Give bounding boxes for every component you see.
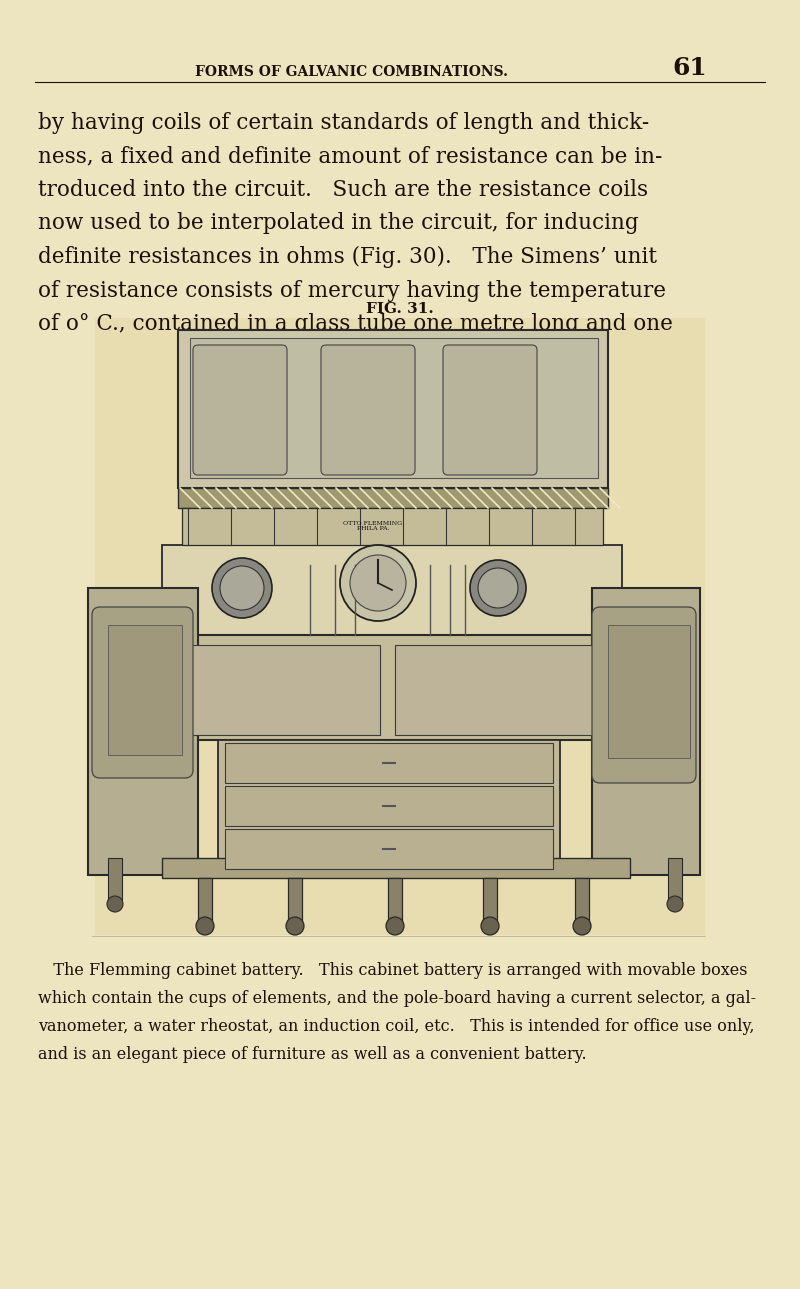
Bar <box>218 740 560 875</box>
Text: troduced into the circuit.   Such are the resistance coils: troduced into the circuit. Such are the … <box>38 179 648 201</box>
FancyBboxPatch shape <box>443 345 537 476</box>
Circle shape <box>340 545 416 621</box>
Text: The Flemming cabinet battery.   This cabinet battery is arranged with movable bo: The Flemming cabinet battery. This cabin… <box>38 962 747 980</box>
Text: by having coils of certain standards of length and thick-: by having coils of certain standards of … <box>38 112 650 134</box>
Circle shape <box>220 566 264 610</box>
FancyBboxPatch shape <box>193 345 287 476</box>
Bar <box>592 588 700 875</box>
Text: 61: 61 <box>672 55 706 80</box>
Text: OTTO FLEMMING
PHILA PA.: OTTO FLEMMING PHILA PA. <box>343 521 402 531</box>
Bar <box>178 489 608 508</box>
Circle shape <box>481 916 499 935</box>
Text: now used to be interpolated in the circuit, for inducing: now used to be interpolated in the circu… <box>38 213 638 235</box>
Circle shape <box>196 916 214 935</box>
FancyBboxPatch shape <box>92 607 193 779</box>
Text: ness, a fixed and definite amount of resistance can be in-: ness, a fixed and definite amount of res… <box>38 146 662 168</box>
Circle shape <box>470 559 526 616</box>
Bar <box>108 625 182 755</box>
Text: FIG. 31.: FIG. 31. <box>366 302 434 316</box>
Text: of resistance consists of mercury having the temperature: of resistance consists of mercury having… <box>38 280 666 302</box>
Circle shape <box>286 916 304 935</box>
Text: of o° C., contained in a glass tube one metre long and one: of o° C., contained in a glass tube one … <box>38 313 673 335</box>
Circle shape <box>386 916 404 935</box>
Bar <box>225 786 553 826</box>
Text: definite resistances in ohms (Fig. 30).   The Simens’ unit: definite resistances in ohms (Fig. 30). … <box>38 246 657 268</box>
Bar <box>225 742 553 782</box>
FancyBboxPatch shape <box>321 345 415 476</box>
Bar <box>178 330 608 489</box>
Circle shape <box>350 556 406 611</box>
Circle shape <box>107 896 123 913</box>
Bar <box>162 858 630 878</box>
Text: which contain the cups of elements, and the pole-board having a current selector: which contain the cups of elements, and … <box>38 990 756 1007</box>
Circle shape <box>573 916 591 935</box>
Circle shape <box>667 896 683 913</box>
Text: FORMS OF GALVANIC COMBINATIONS.: FORMS OF GALVANIC COMBINATIONS. <box>195 64 508 79</box>
Bar <box>158 635 628 740</box>
Text: and is an elegant piece of furniture as well as a convenient battery.: and is an elegant piece of furniture as … <box>38 1045 586 1063</box>
Circle shape <box>212 558 272 617</box>
Bar <box>108 858 122 900</box>
Bar <box>175 644 380 735</box>
Bar <box>395 644 615 735</box>
Bar <box>575 878 589 922</box>
Text: vanometer, a water rheostat, an induction coil, etc.   This is intended for offi: vanometer, a water rheostat, an inductio… <box>38 1018 754 1035</box>
Bar <box>95 318 705 935</box>
Bar <box>225 829 553 869</box>
Bar <box>198 878 212 922</box>
Bar <box>162 545 622 635</box>
Bar <box>88 588 198 875</box>
Bar <box>182 508 603 545</box>
Bar <box>288 878 302 922</box>
Bar <box>190 338 598 478</box>
Bar <box>608 625 690 758</box>
Bar <box>668 858 682 900</box>
Bar <box>483 878 497 922</box>
Bar <box>388 878 402 922</box>
FancyBboxPatch shape <box>592 607 696 782</box>
Circle shape <box>478 568 518 608</box>
